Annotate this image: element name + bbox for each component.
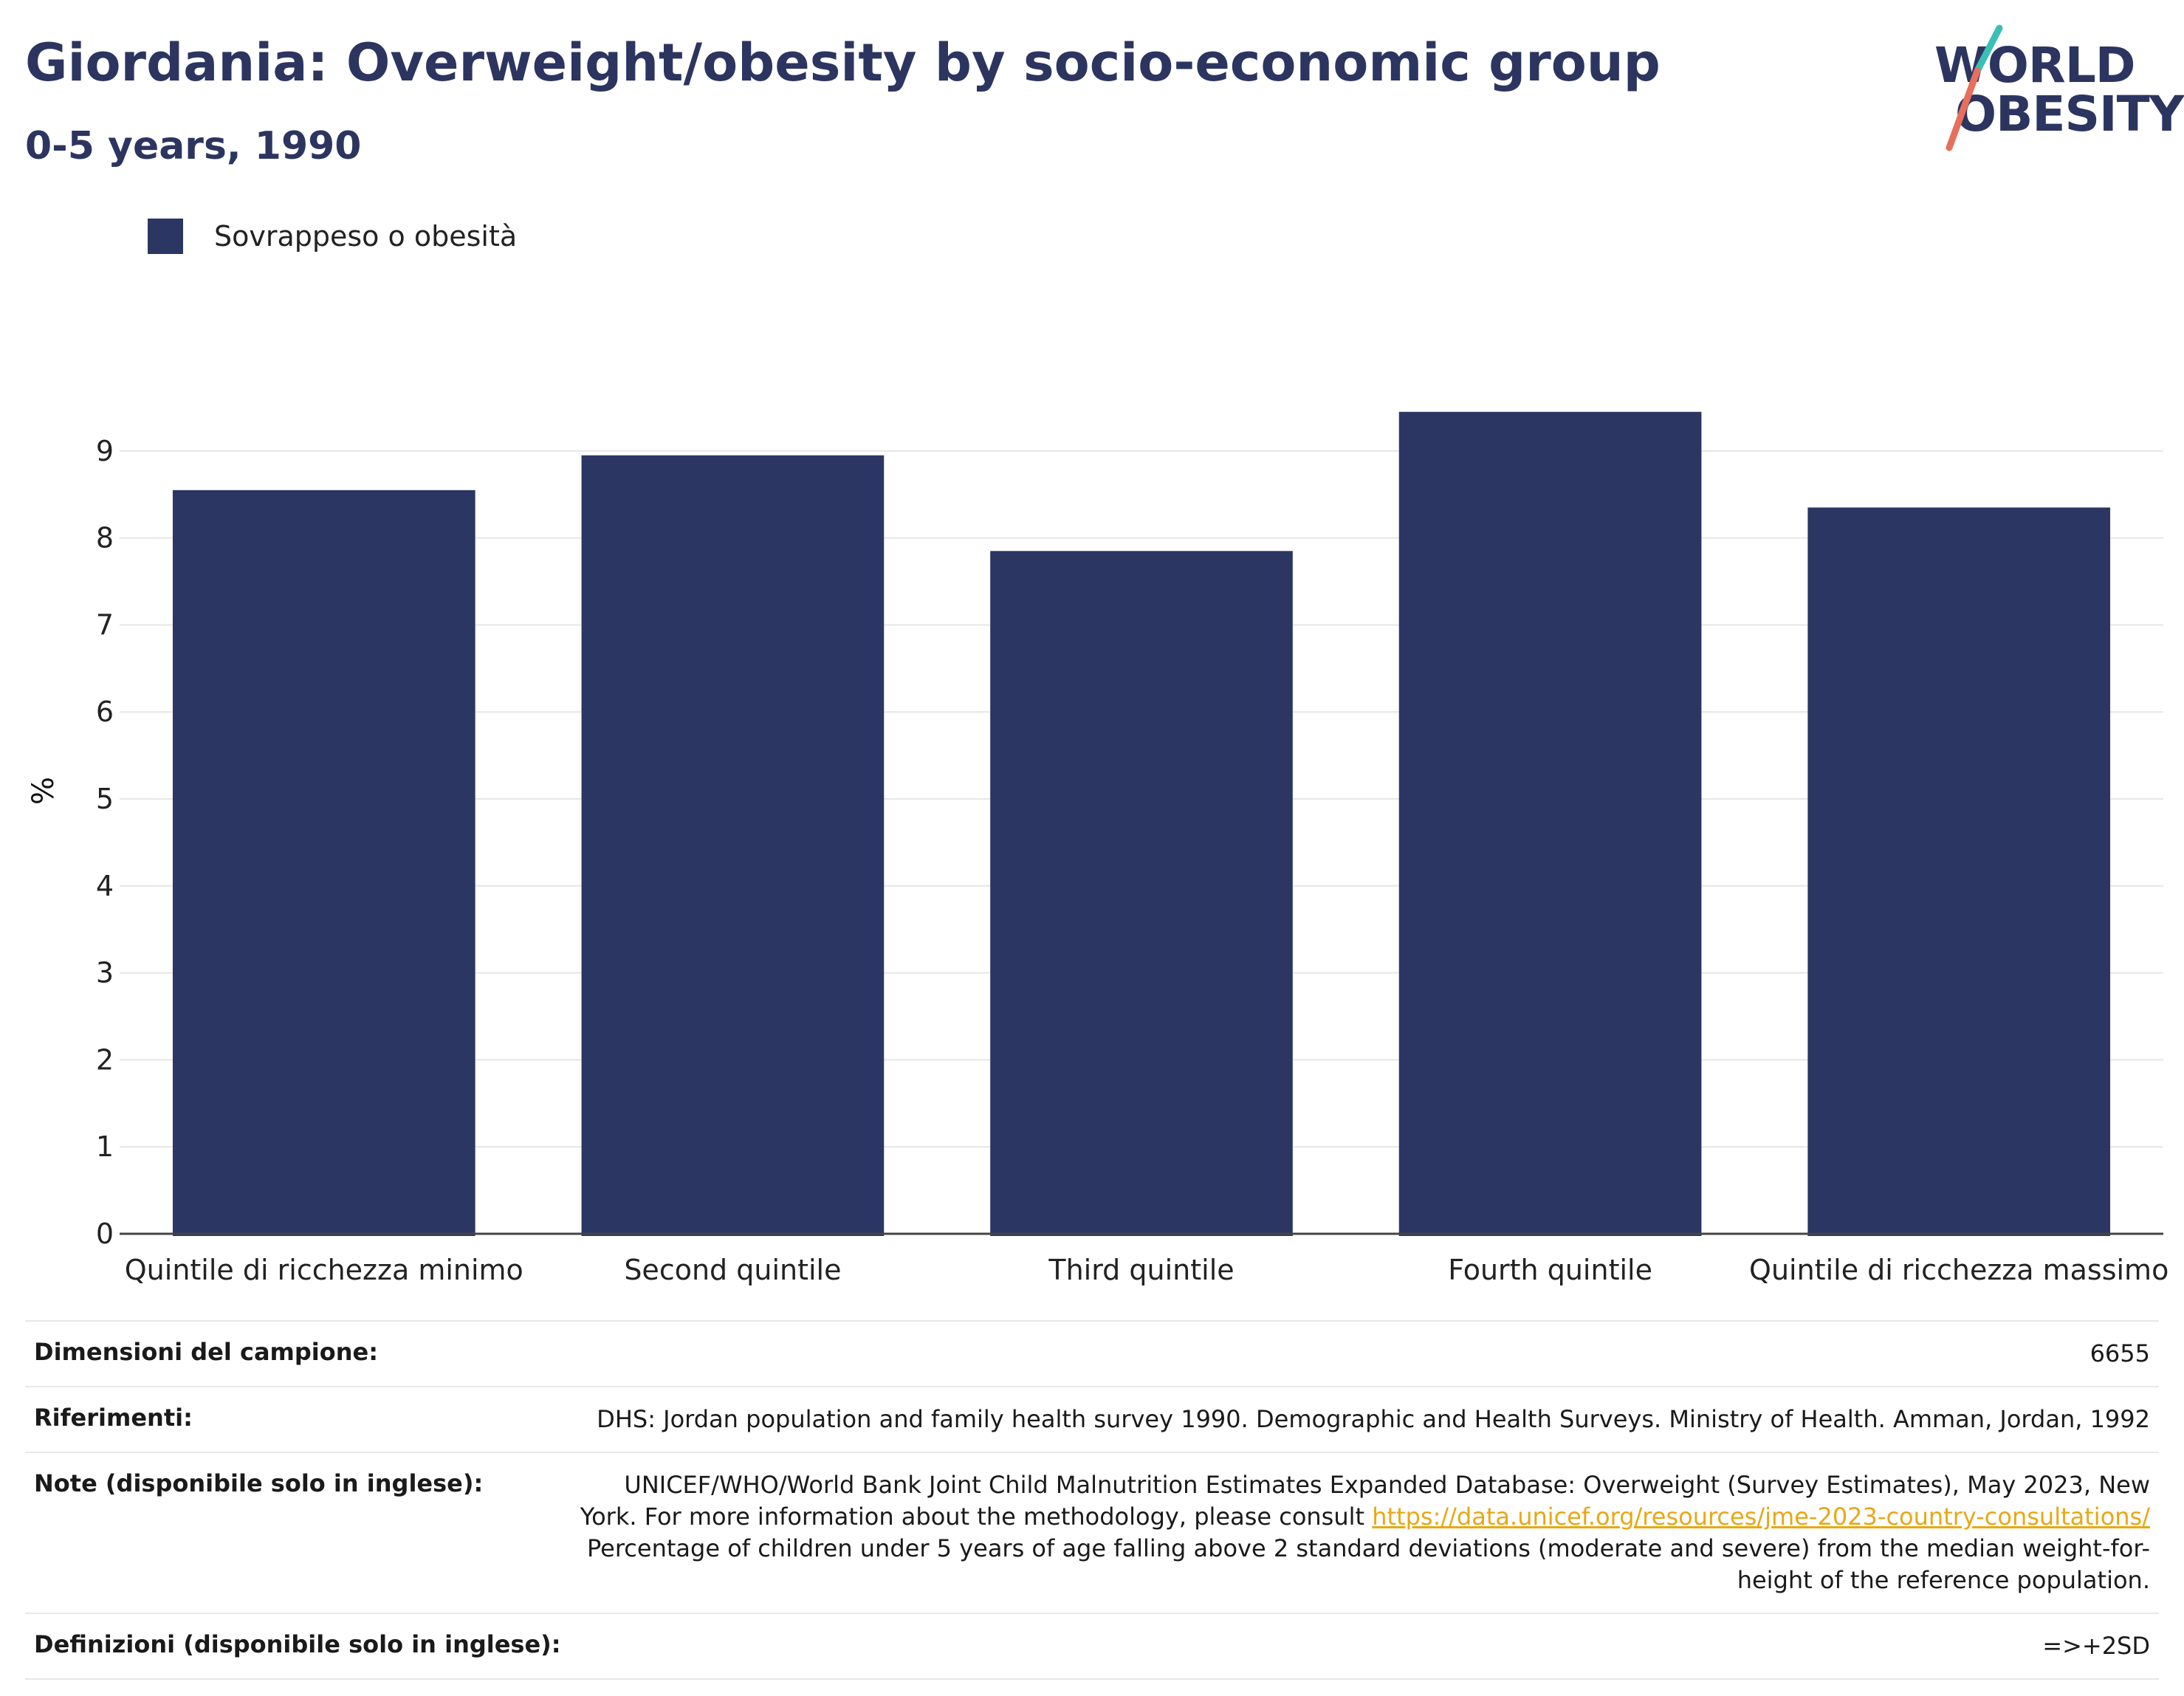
- y-tick-label: 5: [96, 783, 114, 815]
- sample-size-value: 6655: [2089, 1339, 2150, 1367]
- notes-label: Note (disponibile solo in inglese):: [34, 1469, 484, 1497]
- y-tick-label: 2: [96, 1043, 114, 1076]
- info-table: Dimensioni del campione: 6655 Riferiment…: [25, 1320, 2159, 1680]
- bar: [1398, 411, 1702, 1236]
- legend-swatch: [148, 219, 183, 254]
- info-row-sample: Dimensioni del campione: 6655: [25, 1320, 2159, 1386]
- notes-line-3: Percentage of children under 5 years of …: [587, 1534, 2150, 1562]
- notes-value: UNICEF/WHO/World Bank Joint Child Malnut…: [580, 1469, 2150, 1596]
- x-tick-label: Quintile di ricchezza minimo: [125, 1254, 523, 1286]
- y-tick-label: 8: [96, 522, 114, 555]
- logo-word-world: WORLD: [1934, 37, 2136, 94]
- bar: [172, 490, 475, 1236]
- logo-slash-icon: [1946, 24, 2003, 151]
- y-tick-label: 6: [96, 696, 114, 728]
- y-tick-label: 0: [96, 1218, 114, 1250]
- x-tick-label: Quintile di ricchezza massimo: [1749, 1254, 2168, 1286]
- y-tick-label: 7: [96, 608, 114, 641]
- world-obesity-logo[interactable]: WORLD OBESITY: [1920, 22, 2184, 155]
- definitions-label: Definizioni (disponibile solo in inglese…: [34, 1630, 561, 1658]
- logo-word-obesity: OBESITY: [1955, 86, 2184, 143]
- legend-label: Sovrappeso o obesità: [214, 220, 518, 253]
- notes-line-1: UNICEF/WHO/World Bank Joint Child Malnut…: [624, 1471, 2150, 1499]
- info-row-definitions: Definizioni (disponibile solo in inglese…: [25, 1613, 2159, 1680]
- notes-line-4: height of the reference population.: [1737, 1566, 2150, 1594]
- y-tick-label: 4: [96, 870, 114, 902]
- y-tick-label: 9: [96, 435, 114, 467]
- bar: [990, 551, 1293, 1236]
- references-value: DHS: Jordan population and family health…: [597, 1405, 2150, 1433]
- y-tick-label: 3: [96, 957, 114, 989]
- x-tick-label: Third quintile: [1048, 1254, 1234, 1286]
- notes-link[interactable]: https://data.unicef.org/resources/jme-20…: [1372, 1503, 2150, 1531]
- bar: [581, 455, 885, 1237]
- x-tick-label: Second quintile: [624, 1254, 841, 1286]
- page-title: Giordania: Overweight/obesity by socio-e…: [25, 32, 1661, 93]
- info-row-references: Riferimenti: DHS: Jordan population and …: [25, 1386, 2159, 1452]
- sample-size-label: Dimensioni del campione:: [34, 1338, 379, 1366]
- y-tick-label: 1: [96, 1130, 114, 1163]
- y-axis-label: %: [27, 776, 61, 805]
- bar: [1807, 507, 2111, 1236]
- x-tick-label: Fourth quintile: [1448, 1254, 1652, 1286]
- notes-line-2: York. For more information about the met…: [580, 1503, 1373, 1531]
- definitions-value: =>+2SD: [2042, 1632, 2150, 1660]
- info-row-notes: Note (disponibile solo in inglese): UNIC…: [25, 1452, 2159, 1613]
- page-subtitle: 0-5 years, 1990: [25, 124, 362, 168]
- bar-chart: 0 1 2 3 4 5 6 7 8 9 Quintile di ricchezza minimo Se…: [96, 411, 2168, 1286]
- chart-legend[interactable]: Sovrappeso o obesità: [148, 219, 517, 254]
- references-label: Riferimenti:: [34, 1404, 193, 1432]
